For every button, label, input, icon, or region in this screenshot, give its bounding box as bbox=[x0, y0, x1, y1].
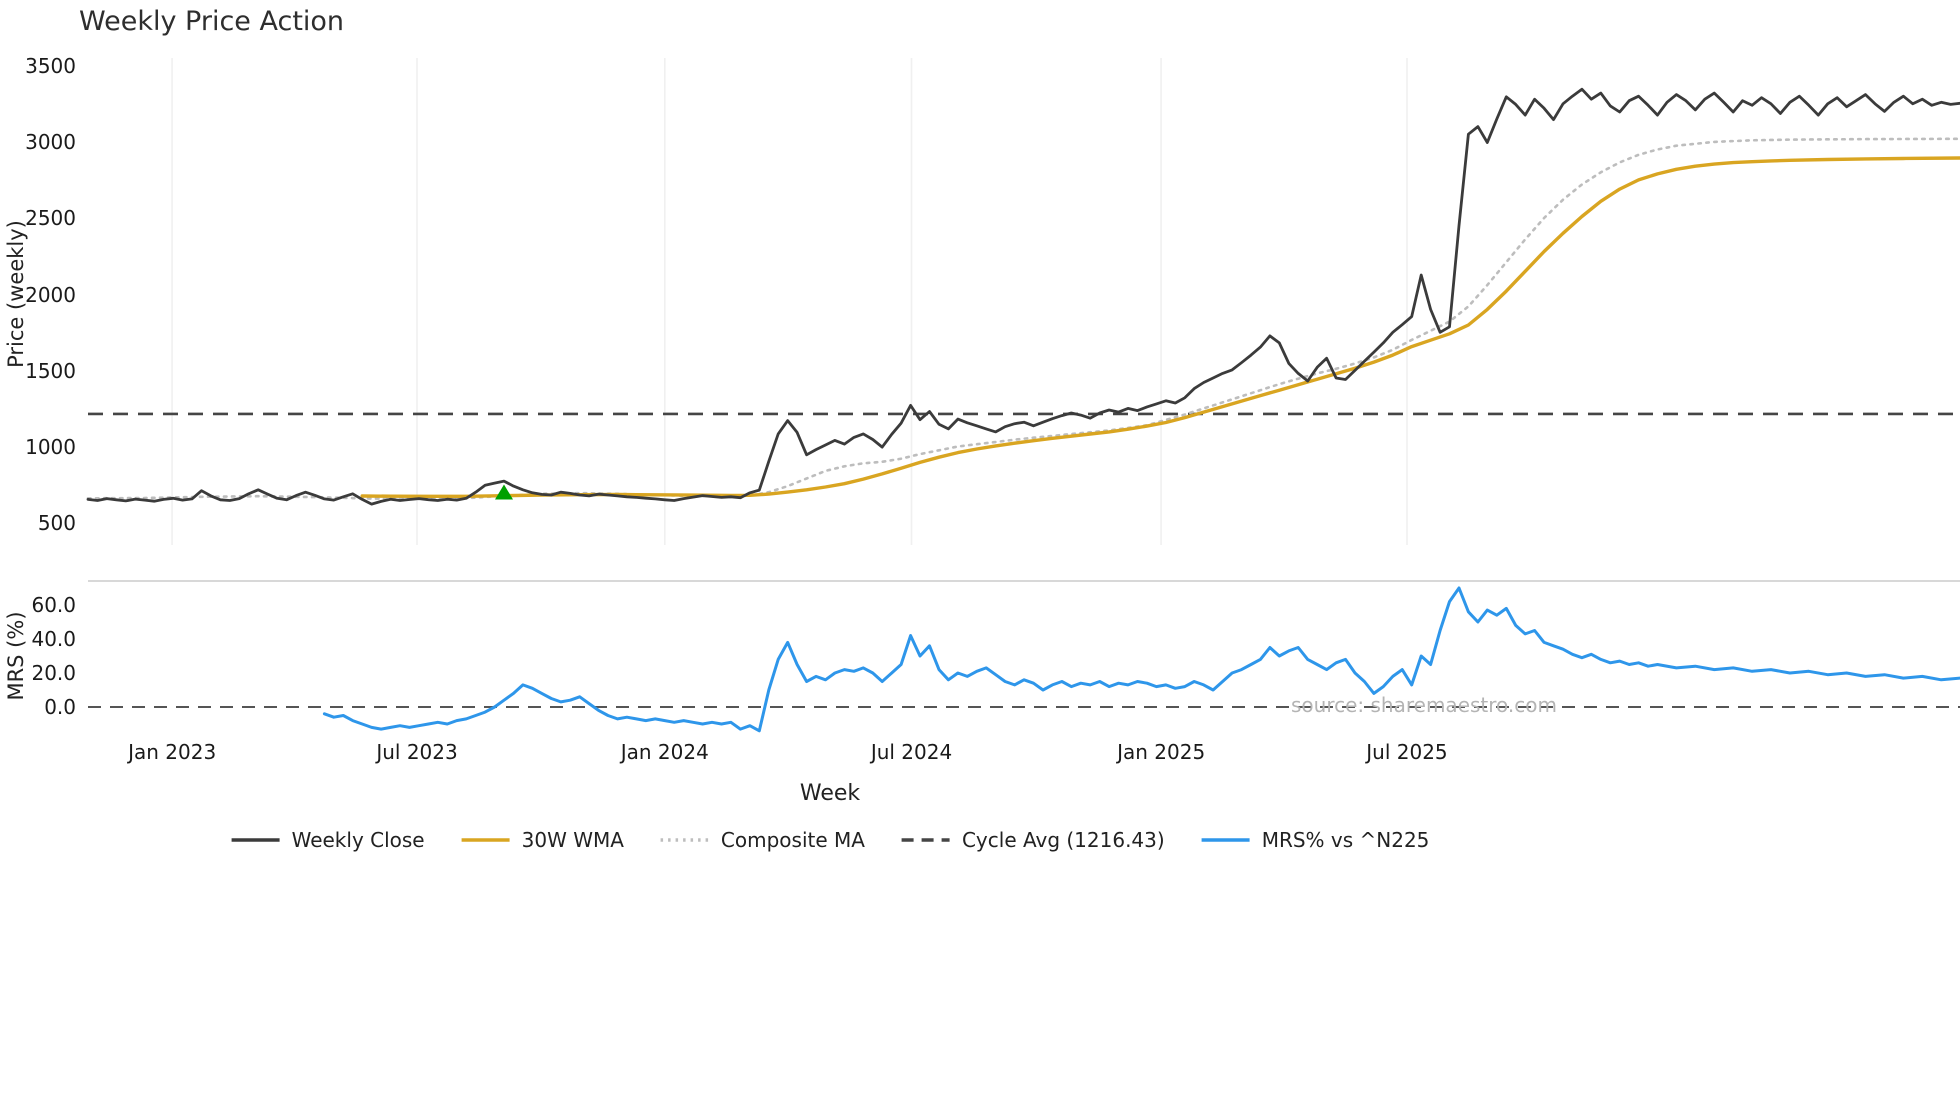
x-tick-label: Jan 2025 bbox=[1117, 740, 1206, 764]
legend-item: Weekly Close bbox=[231, 828, 425, 852]
mrs-axis-label: MRS (%) bbox=[4, 611, 28, 701]
x-tick-label: Jul 2023 bbox=[376, 740, 458, 764]
legend-label: Composite MA bbox=[720, 828, 865, 852]
legend-item: 30W WMA bbox=[461, 828, 624, 852]
price-ytick-label: 500 bbox=[37, 511, 76, 535]
chart-title: Weekly Price Action bbox=[79, 6, 345, 37]
legend-label: Weekly Close bbox=[291, 828, 425, 852]
composite-ma-line bbox=[86, 137, 1960, 500]
legend-label: MRS% vs ^N225 bbox=[1261, 828, 1430, 852]
wma-line bbox=[360, 156, 1960, 498]
mrs-ytick-label: 0.0 bbox=[44, 695, 76, 719]
legend-swatch-dashed bbox=[901, 838, 950, 842]
price-ytick-label: 1000 bbox=[25, 434, 76, 459]
legend-swatch-solid bbox=[461, 838, 510, 842]
legend-swatch-solid bbox=[1201, 838, 1250, 842]
x-tick-label: Jan 2024 bbox=[620, 740, 709, 764]
mrs-ytick-label: 20.0 bbox=[31, 661, 76, 685]
source-watermark: source: sharemaestro.com bbox=[1291, 693, 1557, 717]
mrs-ytick-label: 40.0 bbox=[31, 627, 76, 651]
legend-label: 30W WMA bbox=[521, 828, 624, 852]
price-ytick-label: 1500 bbox=[25, 358, 76, 383]
x-tick-label: Jul 2025 bbox=[1366, 740, 1448, 764]
mrs-line bbox=[322, 586, 1960, 733]
price-ytick-label: 3000 bbox=[25, 130, 76, 155]
legend-item: Composite MA bbox=[660, 828, 865, 852]
legend-swatch-solid bbox=[231, 838, 280, 842]
buy-signal-marker bbox=[495, 484, 513, 500]
price-ytick-label: 3500 bbox=[25, 54, 76, 78]
legend: Weekly Close 30W WMA Composite MA Cycle Avg… bbox=[231, 828, 1430, 852]
legend-label: Cycle Avg (1216.43) bbox=[961, 828, 1165, 852]
legend-item: MRS% vs ^N225 bbox=[1201, 828, 1430, 852]
mrs-ytick-label: 60.0 bbox=[31, 593, 76, 617]
legend-item: Cycle Avg (1216.43) bbox=[901, 828, 1165, 852]
x-axis-label: Week bbox=[799, 781, 861, 806]
price-ytick-label: 2000 bbox=[25, 282, 76, 307]
weekly-close-line bbox=[86, 87, 1960, 506]
legend-swatch-dotted bbox=[660, 838, 709, 842]
price-ytick-label: 2500 bbox=[25, 206, 76, 231]
x-tick-label: Jan 2023 bbox=[128, 740, 217, 764]
x-tick-label: Jul 2024 bbox=[870, 740, 953, 764]
